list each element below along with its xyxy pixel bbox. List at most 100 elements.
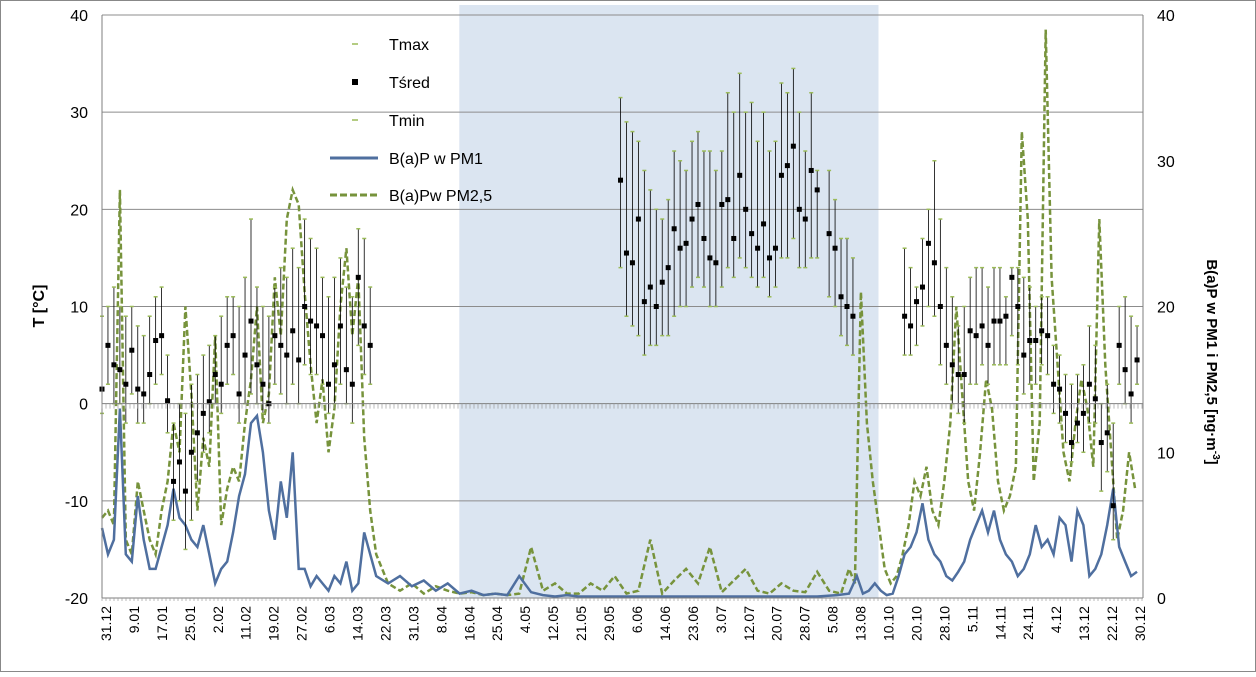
tmean-marker (200, 410, 206, 416)
series-layer (99, 29, 1140, 598)
tmean-marker (743, 206, 749, 212)
left-axis-label: T [°C] (31, 285, 48, 328)
tmean-marker (677, 245, 683, 251)
tmean-marker (171, 478, 177, 484)
tmean-marker (641, 299, 647, 305)
tmean-marker (1051, 381, 1057, 387)
tmean-marker (725, 197, 731, 203)
tmean-marker (1027, 338, 1033, 344)
tmean-marker (1116, 342, 1122, 348)
axes: -20 -10 0 10 20 30 40 0 10 20 30 40 31.12 9.01 17.01 25… (65, 8, 1175, 641)
tmean-marker (194, 430, 200, 436)
tmean-marker (135, 386, 141, 392)
left-tick-label: 0 (79, 397, 88, 414)
tmean-marker (784, 163, 790, 169)
tmean-marker (212, 372, 218, 378)
x-tick-label: 13.08 (853, 606, 869, 641)
x-tick-label: 17.01 (154, 606, 170, 641)
tmean-marker (755, 245, 761, 251)
tmean-marker (272, 333, 278, 339)
tmean-marker (949, 362, 955, 368)
tmean-marker (248, 318, 254, 324)
x-tick-label: 14.11 (992, 606, 1008, 640)
tmean-marker (647, 284, 653, 290)
left-tick-label: -20 (65, 591, 88, 608)
tmean-marker (701, 235, 707, 241)
tmean-marker (105, 342, 111, 348)
tmean-marker (802, 216, 808, 222)
tmean-marker (367, 342, 373, 348)
x-tick-label: 22.12 (1104, 606, 1120, 641)
tmean-marker (224, 342, 230, 348)
tmean-marker (689, 216, 695, 222)
tmean-marker (165, 398, 171, 404)
tmean-marker (278, 342, 284, 348)
tmean-marker (141, 391, 147, 397)
x-tick-label: 22.03 (377, 606, 393, 641)
tmean-marker (925, 240, 931, 246)
tmean-marker (967, 328, 973, 334)
tmean-marker (1074, 420, 1080, 426)
tmean-marker (671, 226, 677, 232)
tmean-marker (919, 284, 925, 290)
tmean-marker (767, 255, 773, 261)
x-tick-label: 4.05 (517, 606, 533, 633)
x-tick-label: 14.06 (657, 606, 673, 641)
tmean-marker (1003, 313, 1009, 319)
tmean-marker (1021, 352, 1027, 358)
tmean-marker (778, 172, 784, 178)
tmean-marker (1134, 357, 1140, 363)
tmean-marker (218, 381, 224, 387)
x-tick-label: 20.07 (769, 606, 785, 641)
tmean-marker (254, 362, 260, 368)
x-tick-label: 6.03 (322, 606, 338, 633)
tmean-marker (1009, 274, 1015, 280)
legend-label: Tmax (389, 37, 429, 54)
tmean-marker (814, 187, 820, 193)
tmean-marker (943, 342, 949, 348)
legend-label: Tmin (389, 113, 425, 130)
x-tick-label: 24.11 (1020, 606, 1036, 640)
x-tick-label: 8.04 (433, 606, 449, 633)
tmean-marker (337, 323, 343, 329)
x-tick-label: 2.02 (210, 606, 226, 633)
tmean-marker (1080, 410, 1086, 416)
tmean-marker (790, 143, 796, 149)
right-tick-label: 10 (1157, 445, 1175, 462)
tmean-marker (236, 391, 242, 397)
x-tick-label: 12.07 (741, 606, 757, 641)
tmean-marker (838, 294, 844, 300)
tmean-marker (320, 333, 326, 339)
tmean-marker (1015, 304, 1021, 309)
x-tick-label: 3.07 (713, 606, 729, 633)
tmean-marker (230, 333, 236, 339)
right-axis-label-exponent: -3 (1210, 451, 1221, 460)
x-tick-label: 25.04 (489, 606, 505, 641)
x-tick-label: 12.05 (545, 606, 561, 641)
tmean-marker (665, 265, 671, 271)
x-tick-label: 16.04 (461, 606, 477, 641)
tmean-marker (147, 372, 153, 378)
tmean-marker (796, 206, 802, 212)
right-axis-label-main: B(a)P w PM1 i PM2,5 [ng·m (1203, 259, 1220, 450)
tmean-marker (1063, 410, 1069, 416)
shaded-period (459, 5, 879, 598)
right-tick-label: 0 (1157, 591, 1166, 608)
tmean-marker (314, 323, 320, 329)
tmean-marker (325, 381, 331, 387)
tmean-marker (1104, 430, 1110, 436)
tmean-marker (176, 459, 182, 465)
tmean-marker (1098, 440, 1104, 446)
left-tick-label: 10 (70, 300, 88, 317)
legend-label: Tśred (389, 75, 430, 92)
x-tick-label: 27.02 (294, 606, 310, 641)
tmean-marker (731, 235, 737, 241)
x-tick-label: 5.08 (825, 606, 841, 633)
tmean-marker (290, 328, 296, 334)
tmean-marker (117, 367, 123, 373)
legend-marker (352, 79, 358, 85)
right-tick-label: 40 (1157, 8, 1175, 25)
left-tick-label: 40 (70, 8, 88, 25)
right-axis-label: B(a)P w PM1 i PM2,5 [ng·m-3] (1203, 259, 1221, 464)
